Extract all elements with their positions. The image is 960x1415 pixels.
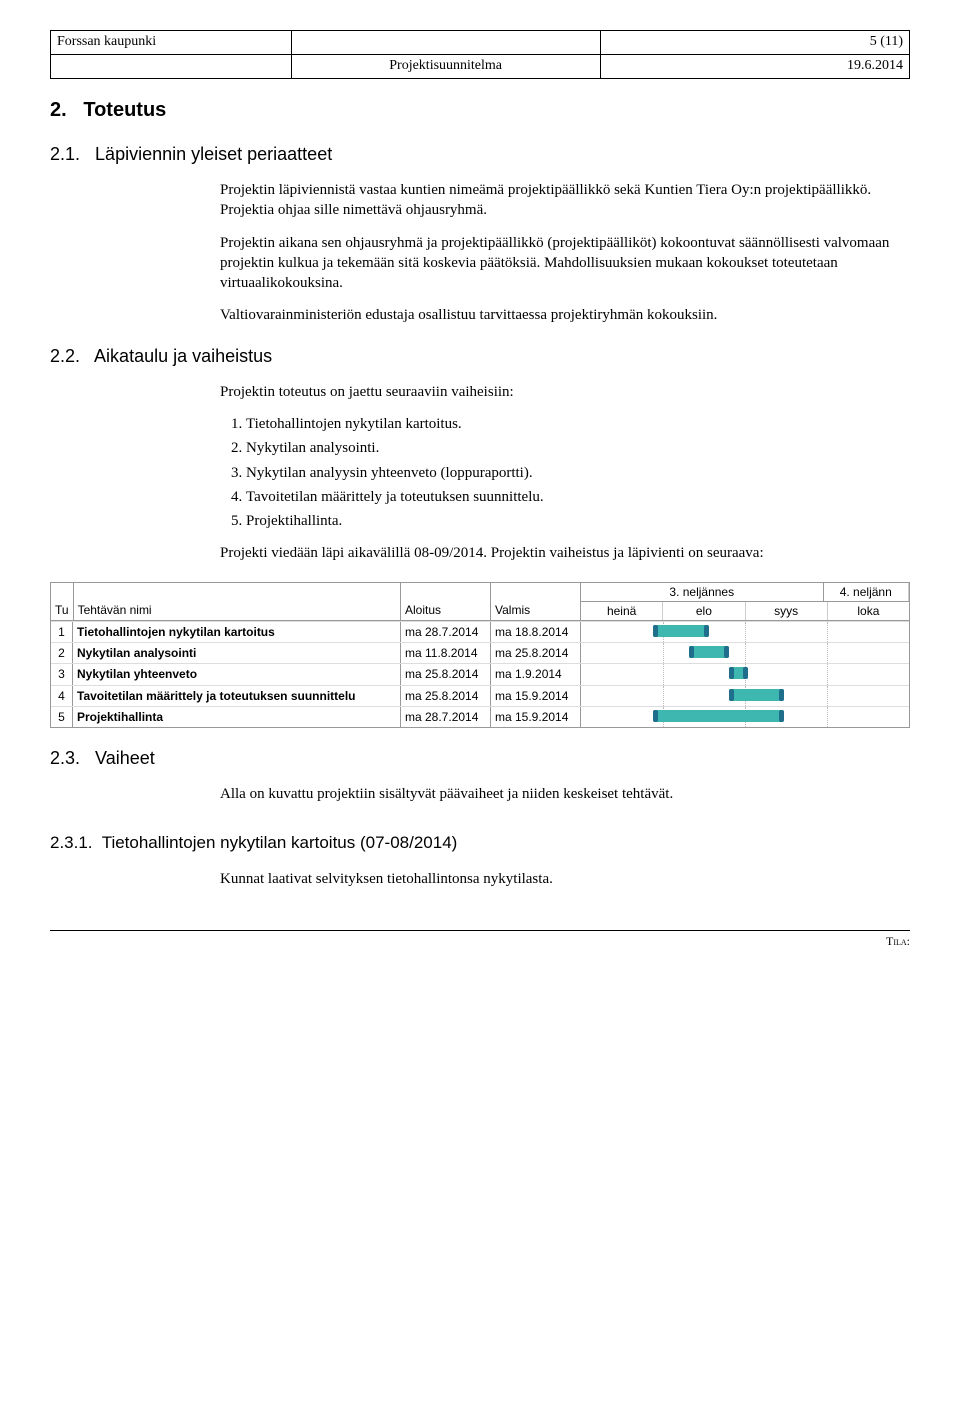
section-2-3-num: 2.3. (50, 748, 80, 768)
section-2-2-title: Aikataulu ja vaiheistus (94, 346, 272, 366)
section-2-1-heading: 2.1. Läpiviennin yleiset periaatteet (50, 142, 910, 166)
section-2-title: Toteutus (83, 99, 166, 121)
gantt-row-name: Projektihallinta (73, 707, 401, 727)
gantt-row-start: ma 28.7.2014 (401, 707, 491, 727)
header-org: Forssan kaupunki (51, 31, 292, 55)
gantt-bar (729, 689, 785, 701)
gantt-row: 5Projektihallintama 28.7.2014ma 15.9.201… (51, 706, 909, 727)
s21-p3: Valtiovarainministeriön edustaja osallis… (220, 305, 910, 325)
gantt-row-start: ma 25.8.2014 (401, 664, 491, 684)
section-2-2-heading: 2.2. Aikataulu ja vaiheistus (50, 344, 910, 368)
gantt-header: Tu Tehtävän nimi Aloitus Valmis 3. neljä… (51, 583, 909, 621)
gantt-col-name: Tehtävän nimi (74, 583, 401, 621)
gantt-row-timeline (581, 643, 909, 663)
section-2-3-1-heading: 2.3.1. Tietohallintojen nykytilan kartoi… (50, 832, 910, 855)
section-2-3-1-num: 2.3.1. (50, 833, 93, 852)
gantt-row-id: 3 (51, 664, 73, 684)
s22-item-3: Nykytilan analyysin yhteenveto (loppurap… (246, 463, 910, 483)
s21-p1: Projektin läpiviennistä vastaa kuntien n… (220, 180, 910, 221)
s22-intro: Projektin toteutus on jaettu seuraaviin … (220, 382, 910, 402)
s22-item-2: Nykytilan analysointi. (246, 438, 910, 458)
s22-item-1: Tietohallintojen nykytilan kartoitus. (246, 414, 910, 434)
gantt-row-timeline (581, 707, 909, 727)
gantt-row-id: 1 (51, 622, 73, 642)
gantt-row-id: 5 (51, 707, 73, 727)
section-2-3-title: Vaiheet (95, 748, 155, 768)
footer-label: Tila: (50, 931, 910, 949)
header-doc: Projektisuunnitelma (291, 54, 600, 78)
gantt-row-end: ma 25.8.2014 (491, 643, 581, 663)
section-2-2-body: Projektin toteutus on jaettu seuraaviin … (220, 382, 910, 564)
gantt-col-start: Aloitus (401, 583, 491, 621)
gantt-rows: 1Tietohallintojen nykytilan kartoitusma … (51, 621, 909, 727)
gantt-row-name: Tietohallintojen nykytilan kartoitus (73, 622, 401, 642)
gantt-row: 3Nykytilan yhteenvetoma 25.8.2014ma 1.9.… (51, 663, 909, 684)
s22-list: Tietohallintojen nykytilan kartoitus. Ny… (246, 414, 910, 531)
section-2-3-1-body: Kunnat laativat selvityksen tietohallint… (220, 869, 910, 889)
gantt-col-id: Tu (51, 583, 74, 621)
gantt-col-end: Valmis (491, 583, 581, 621)
gantt-row-end: ma 18.8.2014 (491, 622, 581, 642)
gantt-row-name: Nykytilan yhteenveto (73, 664, 401, 684)
section-2-heading: 2. Toteutus (50, 97, 910, 124)
s231-p: Kunnat laativat selvityksen tietohallint… (220, 869, 910, 889)
gantt-row-id: 4 (51, 686, 73, 706)
gantt-row-name: Tavoitetilan määrittely ja toteutuksen s… (73, 686, 401, 706)
gantt-row-id: 2 (51, 643, 73, 663)
gantt-row-end: ma 15.9.2014 (491, 707, 581, 727)
gantt-row-start: ma 25.8.2014 (401, 686, 491, 706)
gantt-q3: 3. neljännes (581, 583, 824, 601)
section-2-3-heading: 2.3. Vaiheet (50, 746, 910, 770)
section-2-1-num: 2.1. (50, 144, 80, 164)
section-2-num: 2. (50, 99, 67, 121)
gantt-month-2: elo (663, 602, 745, 620)
gantt-row-name: Nykytilan analysointi (73, 643, 401, 663)
gantt-row-timeline (581, 622, 909, 642)
gantt-month-1: heinä (581, 602, 663, 620)
gantt-row-start: ma 11.8.2014 (401, 643, 491, 663)
header-page: 5 (11) (600, 31, 909, 55)
header-date: 19.6.2014 (600, 54, 909, 78)
gantt-bar (653, 625, 709, 637)
gantt-q4: 4. neljänn (824, 583, 910, 601)
gantt-bar (729, 667, 749, 679)
s23-p: Alla on kuvattu projektiin sisältyvät pä… (220, 784, 910, 804)
gantt-row-timeline (581, 664, 909, 684)
section-2-1-title: Läpiviennin yleiset periaatteet (95, 144, 332, 164)
gantt-row-timeline (581, 686, 909, 706)
gantt-row: 2Nykytilan analysointima 11.8.2014ma 25.… (51, 642, 909, 663)
gantt-month-4: loka (828, 602, 909, 620)
section-2-3-1-title: Tietohallintojen nykytilan kartoitus (07… (102, 833, 458, 852)
gantt-row-end: ma 15.9.2014 (491, 686, 581, 706)
section-2-3-body: Alla on kuvattu projektiin sisältyvät pä… (220, 784, 910, 804)
gantt-bar (689, 646, 728, 658)
s22-item-5: Projektihallinta. (246, 511, 910, 531)
gantt-bar (653, 710, 784, 722)
section-2-2-num: 2.2. (50, 346, 80, 366)
section-2-1-body: Projektin läpiviennistä vastaa kuntien n… (220, 180, 910, 326)
s22-item-4: Tavoitetilan määrittely ja toteutuksen s… (246, 487, 910, 507)
header-empty-1 (291, 31, 600, 55)
s22-outro: Projekti viedään läpi aikavälillä 08-09/… (220, 543, 910, 563)
gantt-chart: Tu Tehtävän nimi Aloitus Valmis 3. neljä… (50, 582, 910, 728)
gantt-row-end: ma 1.9.2014 (491, 664, 581, 684)
s21-p2: Projektin aikana sen ohjausryhmä ja proj… (220, 233, 910, 294)
gantt-row-start: ma 28.7.2014 (401, 622, 491, 642)
gantt-row: 1Tietohallintojen nykytilan kartoitusma … (51, 621, 909, 642)
doc-header-table: Forssan kaupunki 5 (11) Projektisuunnite… (50, 30, 910, 79)
gantt-month-3: syys (746, 602, 828, 620)
gantt-row: 4Tavoitetilan määrittely ja toteutuksen … (51, 685, 909, 706)
header-empty-2 (51, 54, 292, 78)
